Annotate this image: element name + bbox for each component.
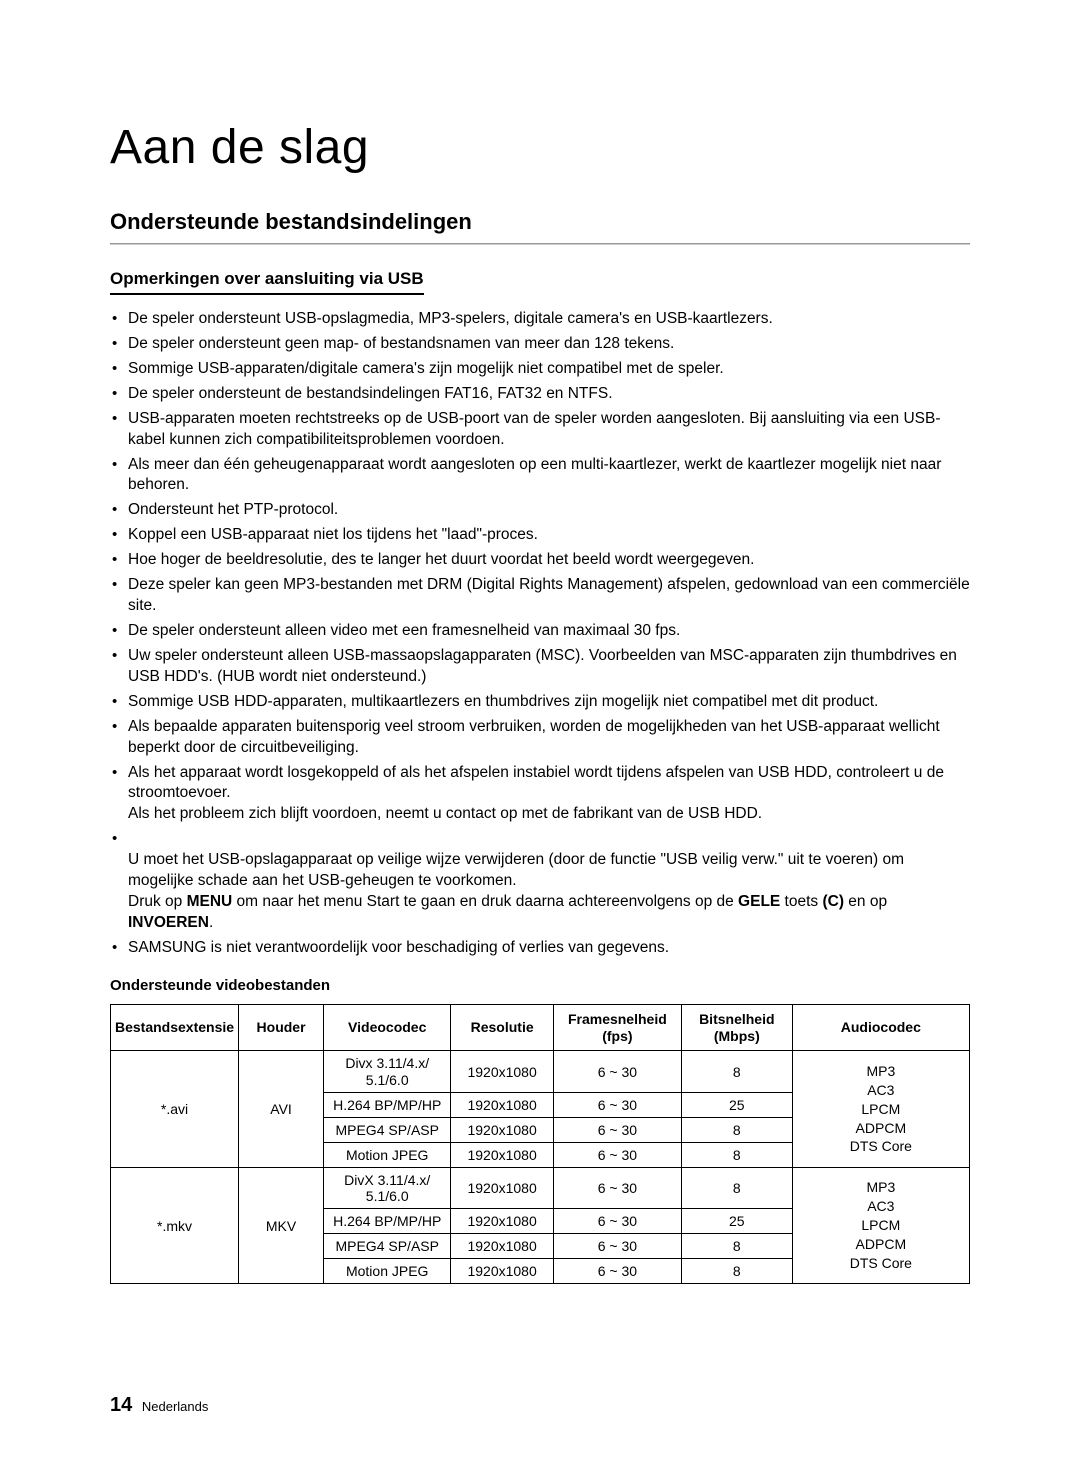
cell-bit: 8	[681, 1117, 792, 1142]
col-header: Framesnelheid (fps)	[553, 1004, 681, 1051]
cell-fps: 6 ~ 30	[553, 1142, 681, 1167]
cell-fps: 6 ~ 30	[553, 1209, 681, 1234]
cell-bit: 8	[681, 1051, 792, 1092]
section-heading: Ondersteunde bestandsindelingen	[110, 209, 970, 235]
cell-codec: MPEG4 SP/ASP	[324, 1234, 451, 1259]
cell-bit: 8	[681, 1259, 792, 1284]
cell-codec: DivX 3.11/4.x/ 5.1/6.0	[324, 1167, 451, 1208]
cell-fps: 6 ~ 30	[553, 1092, 681, 1117]
table-row: *.avi AVI Divx 3.11/4.x/ 5.1/6.0 1920x10…	[111, 1051, 970, 1092]
cell-bit: 25	[681, 1092, 792, 1117]
col-header: Bitsnelheid (Mbps)	[681, 1004, 792, 1051]
cell-codec: H.264 BP/MP/HP	[324, 1209, 451, 1234]
note-text: .	[209, 914, 213, 931]
list-item: Sommige USB-apparaten/digitale camera's …	[110, 359, 970, 380]
horizontal-rule	[110, 243, 970, 245]
list-item: USB-apparaten moeten rechtstreeks op de …	[110, 409, 970, 451]
cell-fps: 6 ~ 30	[553, 1117, 681, 1142]
list-item: Ondersteunt het PTP-protocol.	[110, 500, 970, 521]
page-number: 14	[110, 1394, 132, 1416]
list-item: U moet het USB-opslagapparaat op veilige…	[110, 829, 970, 934]
cell-codec: Divx 3.11/4.x/ 5.1/6.0	[324, 1051, 451, 1092]
cell-audio: MP3 AC3 LPCM ADPCM DTS Core	[792, 1167, 969, 1283]
bold-text: INVOEREN	[128, 914, 209, 931]
table-heading: Ondersteunde videobestanden	[110, 977, 970, 994]
video-formats-table: Bestandsextensie Houder Videocodec Resol…	[110, 1004, 970, 1285]
cell-res: 1920x1080	[451, 1092, 553, 1117]
cell-codec: Motion JPEG	[324, 1259, 451, 1284]
col-header: Audiocodec	[792, 1004, 969, 1051]
cell-fps: 6 ~ 30	[553, 1234, 681, 1259]
page-title: Aan de slag	[110, 120, 970, 175]
list-item: De speler ondersteunt de bestandsindelin…	[110, 384, 970, 405]
cell-audio: MP3 AC3 LPCM ADPCM DTS Core	[792, 1051, 969, 1167]
list-item: Als meer dan één geheugenapparaat wordt …	[110, 455, 970, 497]
cell-res: 1920x1080	[451, 1142, 553, 1167]
cell-res: 1920x1080	[451, 1117, 553, 1142]
footer-lang: Nederlands	[142, 1399, 209, 1414]
list-item: De speler ondersteunt USB-opslagmedia, M…	[110, 309, 970, 330]
list-item: Deze speler kan geen MP3-bestanden met D…	[110, 575, 970, 617]
note-text: toets	[780, 893, 822, 910]
cell-container: MKV	[239, 1167, 324, 1283]
cell-fps: 6 ~ 30	[553, 1051, 681, 1092]
col-header: Resolutie	[451, 1004, 553, 1051]
cell-ext: *.mkv	[111, 1167, 239, 1283]
col-header: Bestandsextensie	[111, 1004, 239, 1051]
list-item: Koppel een USB-apparaat niet los tijdens…	[110, 525, 970, 546]
bold-text: GELE	[738, 893, 780, 910]
cell-codec: Motion JPEG	[324, 1142, 451, 1167]
cell-ext: *.avi	[111, 1051, 239, 1167]
cell-bit: 8	[681, 1234, 792, 1259]
cell-res: 1920x1080	[451, 1259, 553, 1284]
cell-fps: 6 ~ 30	[553, 1167, 681, 1208]
table-header-row: Bestandsextensie Houder Videocodec Resol…	[111, 1004, 970, 1051]
list-item: Hoe hoger de beeldresolutie, des te lang…	[110, 550, 970, 571]
list-item: De speler ondersteunt alleen video met e…	[110, 621, 970, 642]
document-page: Aan de slag Ondersteunde bestandsindelin…	[0, 0, 1080, 1477]
list-item: Uw speler ondersteunt alleen USB-massaop…	[110, 646, 970, 688]
list-item: Sommige USB HDD-apparaten, multikaartlez…	[110, 692, 970, 713]
cell-fps: 6 ~ 30	[553, 1259, 681, 1284]
list-item: De speler ondersteunt geen map- of besta…	[110, 334, 970, 355]
list-item: Als het apparaat wordt losgekoppeld of a…	[110, 763, 970, 826]
bold-text: (C)	[822, 893, 844, 910]
cell-res: 1920x1080	[451, 1209, 553, 1234]
cell-codec: H.264 BP/MP/HP	[324, 1092, 451, 1117]
bold-text: MENU	[187, 893, 233, 910]
col-header: Videocodec	[324, 1004, 451, 1051]
note-text: en op	[844, 893, 887, 910]
cell-codec: MPEG4 SP/ASP	[324, 1117, 451, 1142]
cell-container: AVI	[239, 1051, 324, 1167]
subsection-heading: Opmerkingen over aansluiting via USB	[110, 269, 424, 295]
page-footer: 14 Nederlands	[110, 1394, 208, 1417]
cell-bit: 8	[681, 1142, 792, 1167]
cell-bit: 8	[681, 1167, 792, 1208]
list-item: SAMSUNG is niet verantwoordelijk voor be…	[110, 938, 970, 959]
cell-res: 1920x1080	[451, 1051, 553, 1092]
list-item: Als bepaalde apparaten buitensporig veel…	[110, 717, 970, 759]
notes-list: De speler ondersteunt USB-opslagmedia, M…	[110, 309, 970, 959]
note-text: om naar het menu Start te gaan en druk d…	[232, 893, 738, 910]
cell-res: 1920x1080	[451, 1167, 553, 1208]
cell-bit: 25	[681, 1209, 792, 1234]
cell-res: 1920x1080	[451, 1234, 553, 1259]
col-header: Houder	[239, 1004, 324, 1051]
table-row: *.mkv MKV DivX 3.11/4.x/ 5.1/6.0 1920x10…	[111, 1167, 970, 1208]
